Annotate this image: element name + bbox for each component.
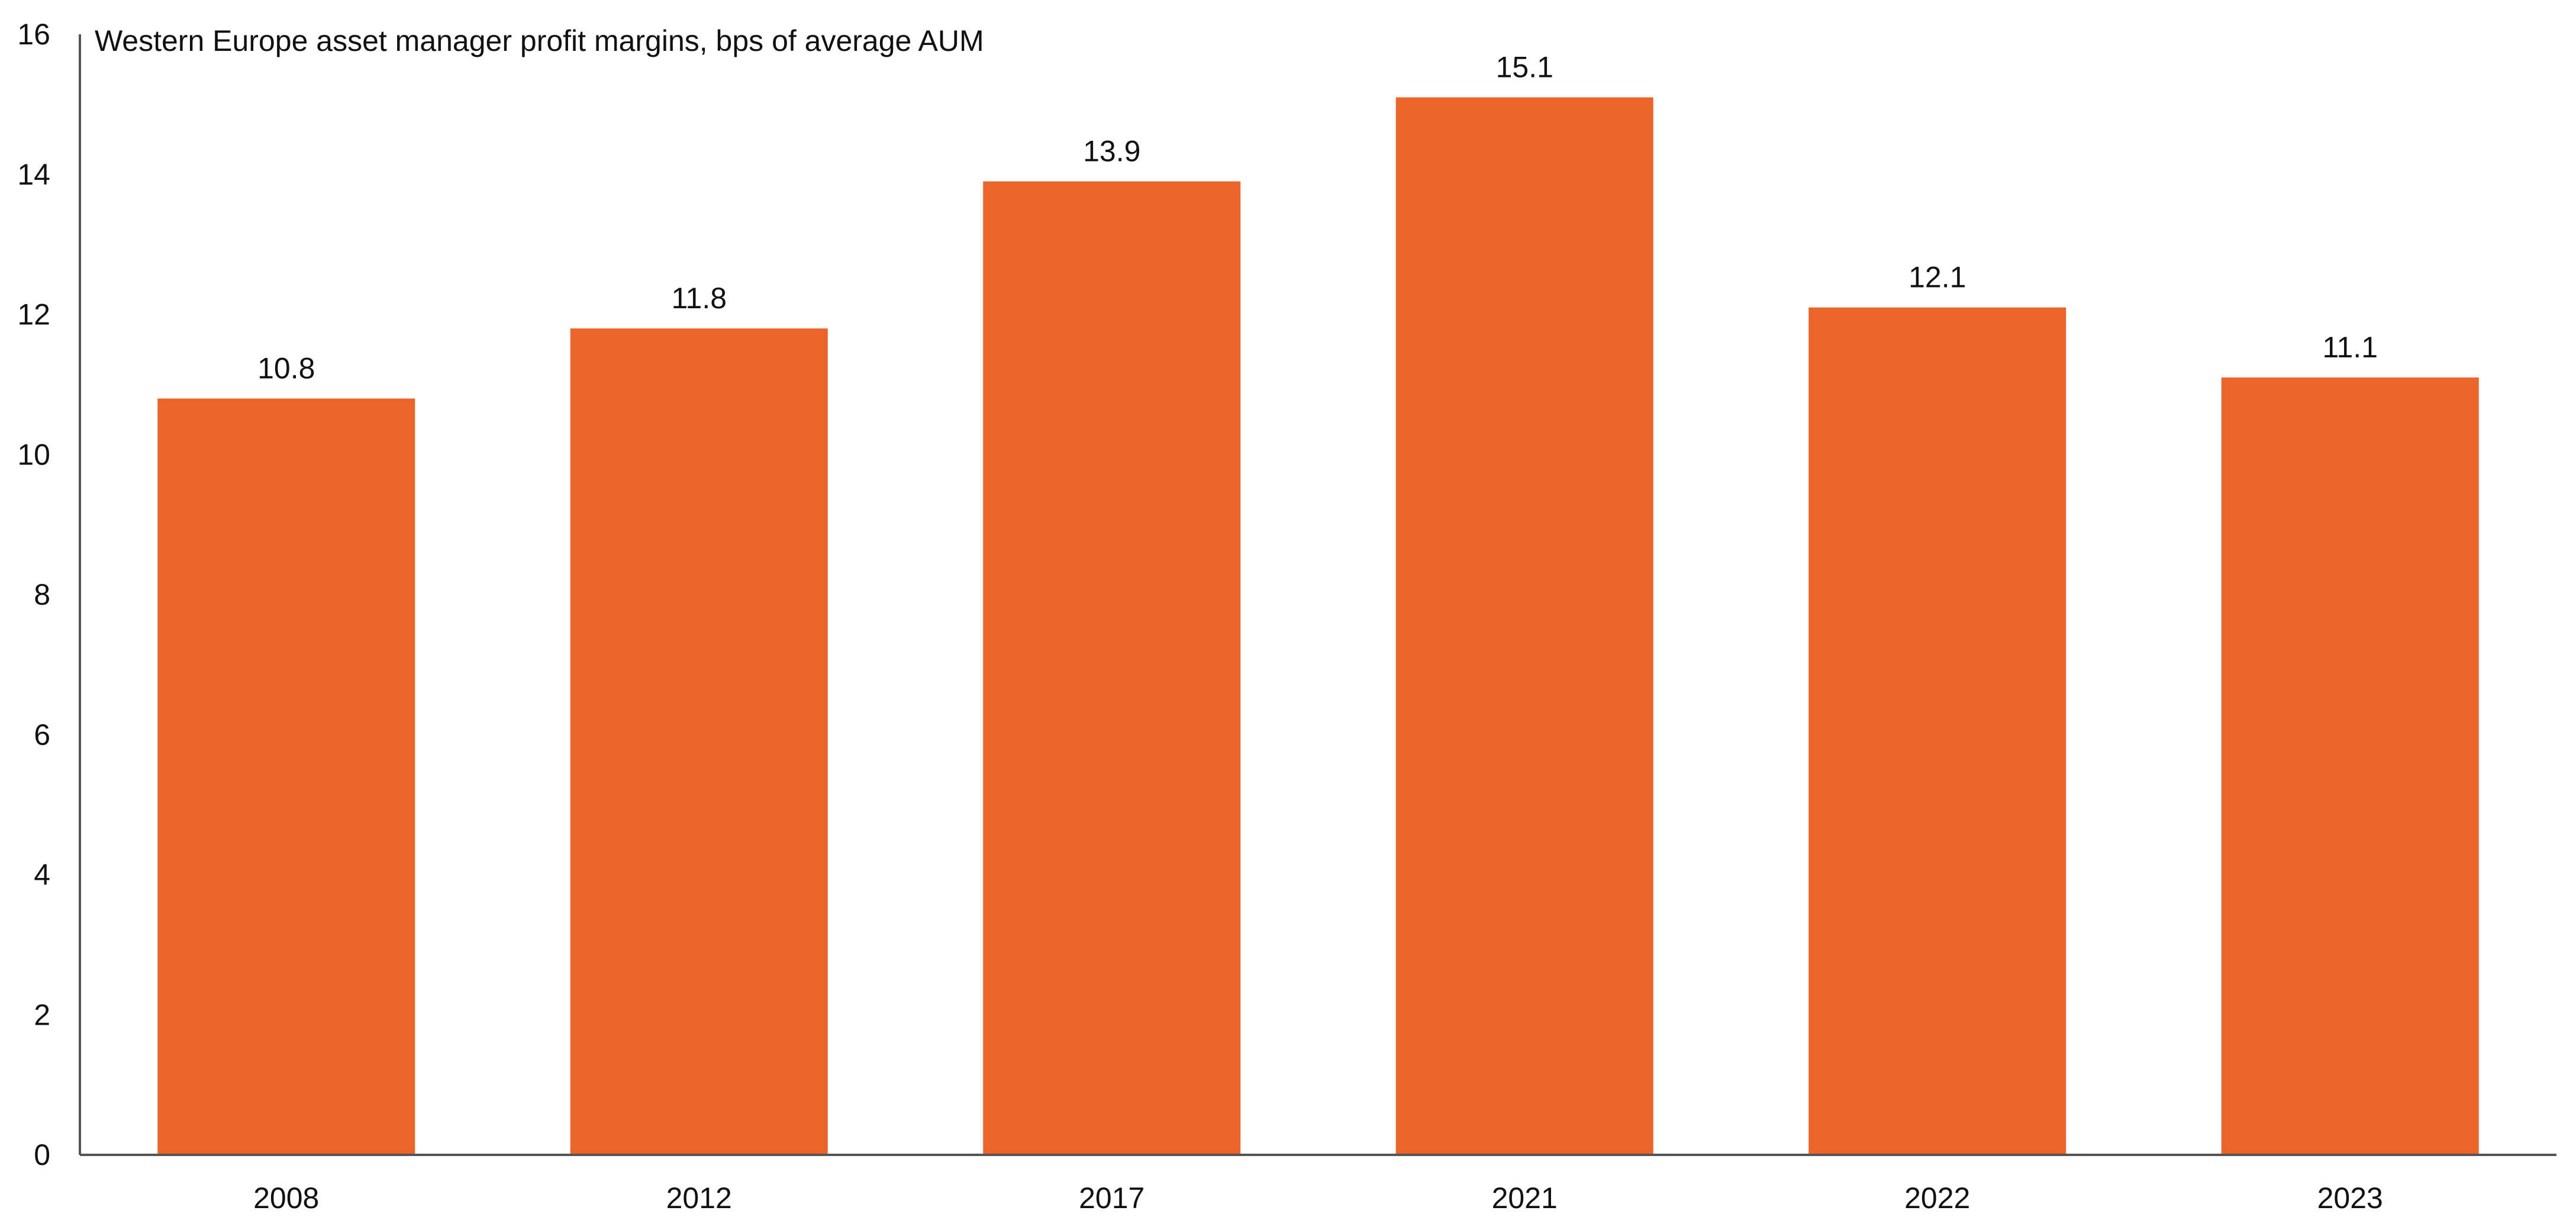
x-tick-label-2021: 2021 <box>1492 1181 1558 1215</box>
data-label-2012: 11.8 <box>671 282 727 315</box>
data-label-2017: 13.9 <box>1083 135 1140 168</box>
y-tick-label: 10 <box>17 438 50 471</box>
y-tick-label: 8 <box>34 578 50 611</box>
bars-layer <box>157 97 2479 1155</box>
bar-2021 <box>1395 97 1653 1155</box>
bar-2008 <box>157 398 415 1155</box>
bar-2017 <box>983 181 1241 1155</box>
x-tick-label-2012: 2012 <box>666 1181 732 1215</box>
data-label-2021: 15.1 <box>1496 51 1553 84</box>
data-label-2023: 11.1 <box>2322 331 2378 364</box>
y-tick-label: 16 <box>17 18 50 51</box>
data-labels-layer: 10.8 11.8 13.9 15.1 12.1 11.1 <box>257 51 2378 385</box>
y-axis-ticks: 0 2 4 6 8 10 12 14 16 <box>17 18 50 1171</box>
x-tick-label-2008: 2008 <box>253 1181 319 1215</box>
data-label-2022: 12.1 <box>1908 261 1966 294</box>
y-tick-label: 14 <box>17 158 50 191</box>
data-label-2008: 10.8 <box>257 352 315 385</box>
y-tick-label: 0 <box>34 1138 50 1171</box>
y-tick-label: 12 <box>17 298 50 331</box>
x-tick-label-2017: 2017 <box>1079 1181 1144 1215</box>
y-tick-label: 4 <box>34 858 50 892</box>
bar-2023 <box>2221 377 2479 1155</box>
y-tick-label: 6 <box>34 718 50 751</box>
bar-2022 <box>1808 307 2066 1155</box>
y-tick-label: 2 <box>34 998 50 1031</box>
x-axis-labels: 2008 2012 2017 2021 2022 2023 <box>253 1181 2383 1215</box>
x-tick-label-2022: 2022 <box>1904 1181 1970 1215</box>
x-tick-label-2023: 2023 <box>2317 1181 2383 1215</box>
chart-title: Western Europe asset manager profit marg… <box>95 24 984 57</box>
bar-2012 <box>570 328 828 1155</box>
